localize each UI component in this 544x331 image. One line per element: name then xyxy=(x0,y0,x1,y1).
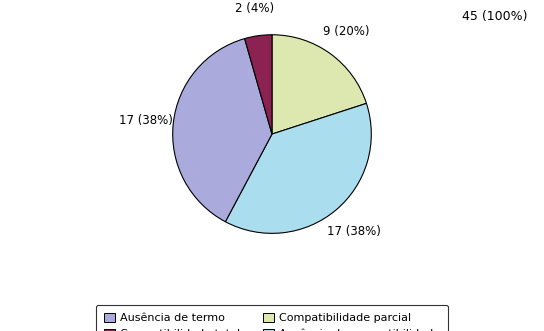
Text: 9 (20%): 9 (20%) xyxy=(324,25,370,38)
Legend: Ausência de termo, Compatibilidade total, Compatibilidade parcial, Ausência de c: Ausência de termo, Compatibilidade total… xyxy=(96,305,448,331)
Wedge shape xyxy=(272,35,367,134)
Text: 17 (38%): 17 (38%) xyxy=(119,114,172,127)
Wedge shape xyxy=(245,35,272,134)
Text: 2 (4%): 2 (4%) xyxy=(235,2,274,15)
Wedge shape xyxy=(225,103,372,233)
Text: 17 (38%): 17 (38%) xyxy=(327,225,381,238)
Wedge shape xyxy=(172,39,272,222)
Text: 45 (100%): 45 (100%) xyxy=(462,10,528,23)
